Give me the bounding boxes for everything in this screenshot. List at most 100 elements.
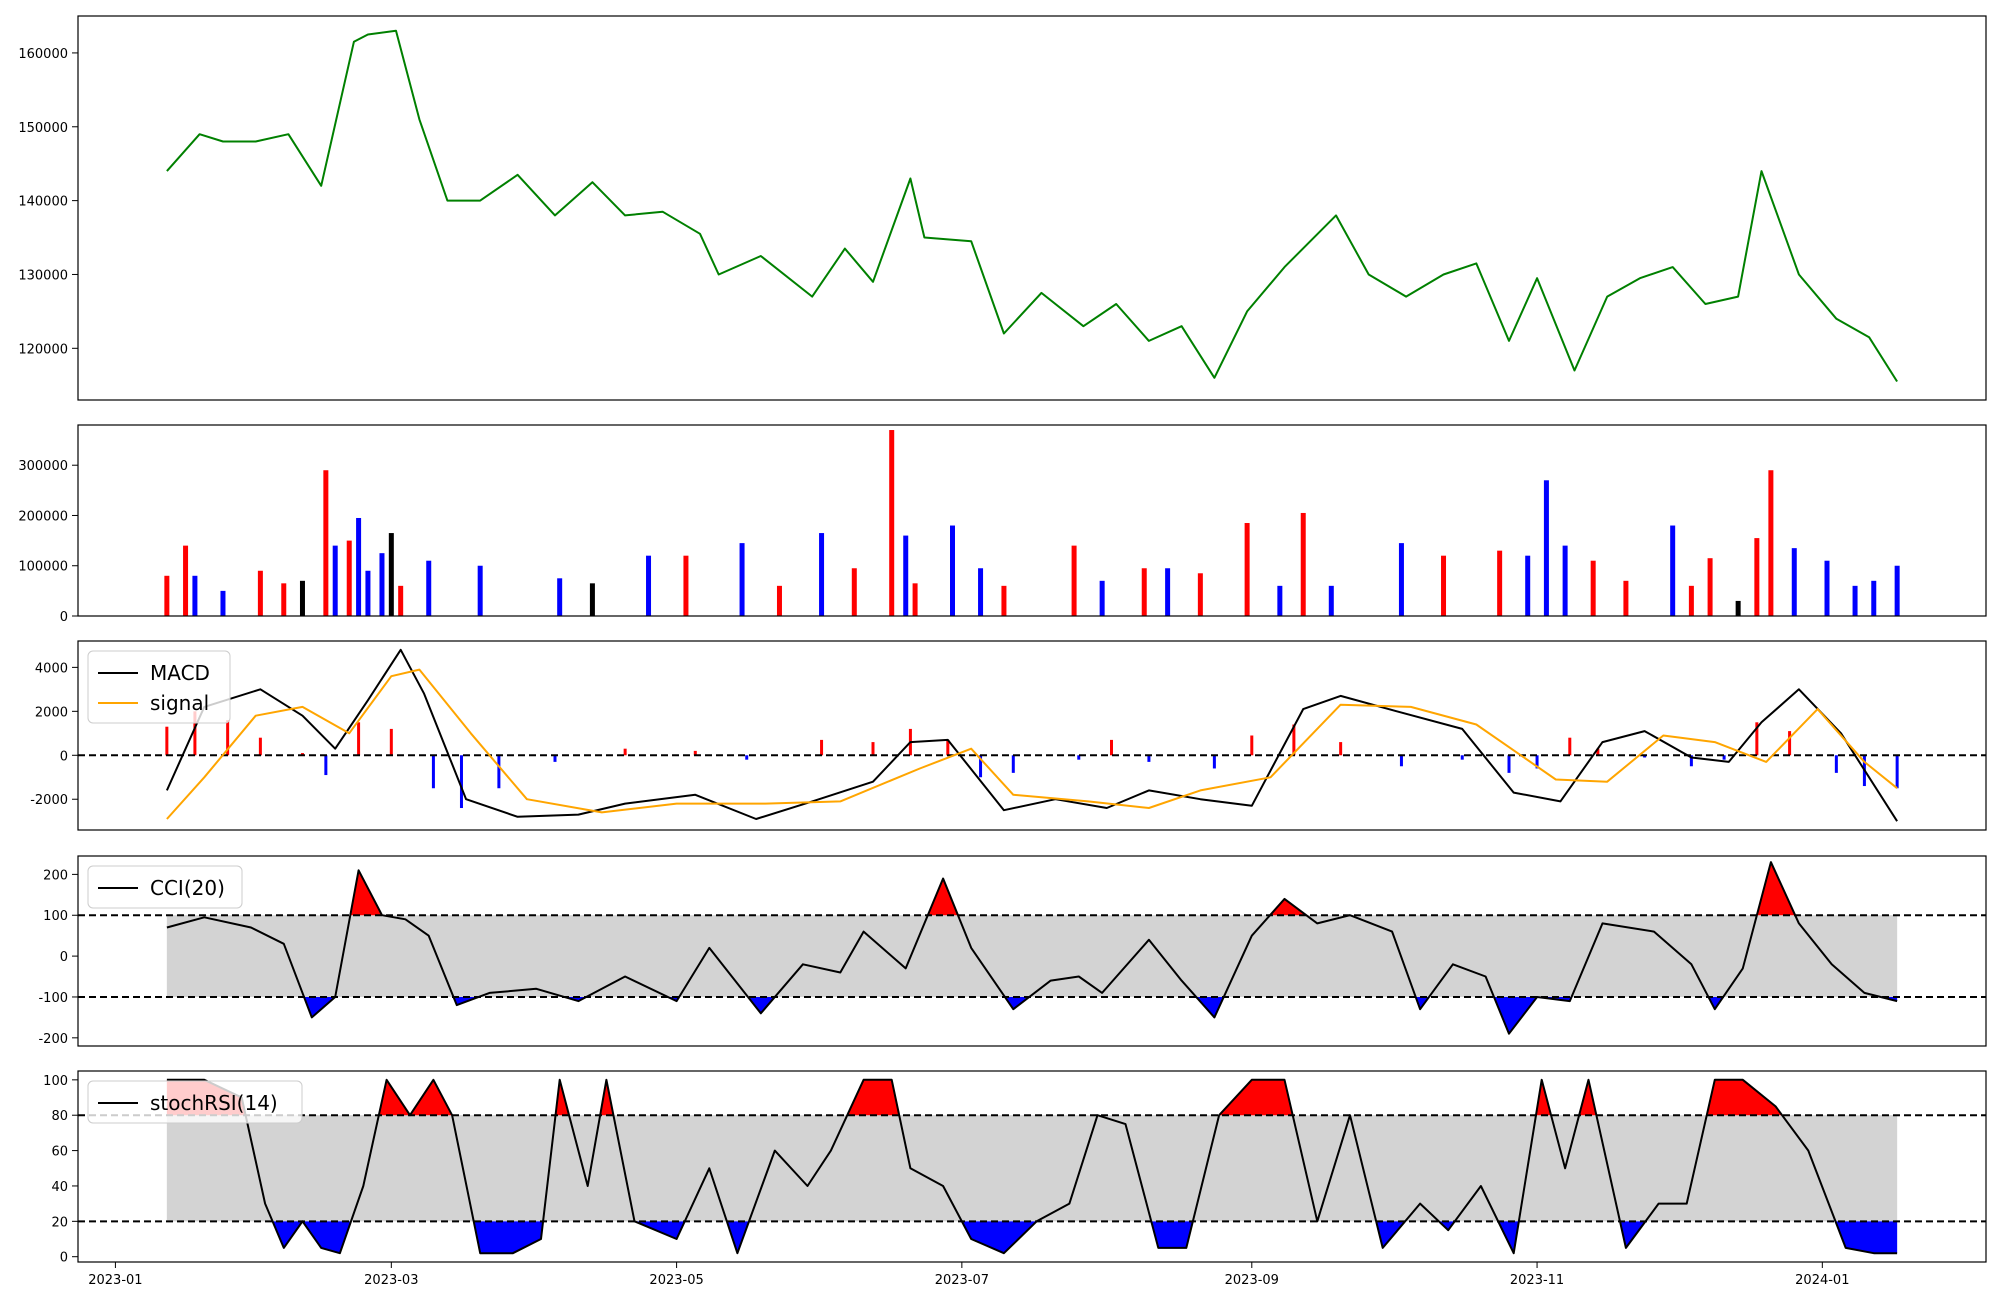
volume-bar xyxy=(1197,573,1203,616)
threshold-fill xyxy=(350,870,382,916)
volume-bar xyxy=(903,535,909,616)
macd-histogram-bar xyxy=(300,753,304,756)
volume-bar xyxy=(426,560,432,616)
y-tick-label: 130000 xyxy=(18,268,68,283)
volume-bar xyxy=(299,580,305,616)
y-tick-label: 20 xyxy=(51,1215,68,1230)
y-tick-label: 200 xyxy=(43,868,68,883)
macd-histogram-bar xyxy=(1788,731,1792,756)
legend-box xyxy=(87,650,231,724)
x-tick-label: 2023-09 xyxy=(1225,1273,1279,1288)
legend-box xyxy=(87,865,243,909)
macd-histogram-bar xyxy=(745,755,749,760)
axes-frame xyxy=(77,1070,1987,1263)
macd-histogram-bar xyxy=(1011,755,1015,773)
volume-bar xyxy=(1590,560,1596,616)
x-tick-label: 2023-03 xyxy=(364,1273,418,1288)
y-tick-label: 0 xyxy=(60,950,68,965)
volume-bar xyxy=(356,517,362,616)
macd-histogram-bar xyxy=(497,755,501,789)
volume-bar xyxy=(819,533,825,616)
macd-histogram-bar xyxy=(693,750,697,756)
threshold-fill xyxy=(927,878,959,916)
x-tick-label: 2023-05 xyxy=(649,1273,703,1288)
y-tick-label: 300000 xyxy=(18,459,68,474)
volume-bar xyxy=(1071,545,1077,616)
macd-histogram-bar xyxy=(226,720,230,756)
macd-histogram-bar xyxy=(258,737,262,756)
y-tick-label: 200000 xyxy=(18,509,68,524)
threshold-fill xyxy=(378,1079,453,1116)
threshold-fill xyxy=(600,1079,614,1116)
macd-histogram-bar xyxy=(193,711,197,756)
macd-histogram-bar xyxy=(553,755,557,762)
volume-bar xyxy=(1871,580,1877,616)
macd-histogram-bar xyxy=(1895,755,1899,789)
macd-histogram-bar xyxy=(820,739,824,756)
y-tick-label: 0 xyxy=(60,749,68,764)
stochrsi-line xyxy=(166,1078,1898,1255)
y-tick-label: 0 xyxy=(60,610,68,625)
volume-bar xyxy=(1398,543,1404,616)
y-tick-label: 0 xyxy=(60,1251,68,1266)
macd-histogram-bar xyxy=(1460,755,1464,760)
volume-bar xyxy=(912,583,918,616)
price-line xyxy=(166,29,1898,383)
macd-histogram-bar xyxy=(946,739,950,756)
volume-bar xyxy=(164,575,170,616)
macd-histogram-bar xyxy=(1507,755,1511,773)
macd-panel: -2000 0 2000 4000 MACD signal xyxy=(30,640,1987,831)
macd-histogram-bar xyxy=(871,742,875,756)
macd-histogram-bar xyxy=(1292,724,1296,756)
threshold-fill xyxy=(1004,996,1030,1010)
volume-bar xyxy=(1543,480,1549,616)
x-tick-label: 2023-07 xyxy=(935,1273,989,1288)
threshold-fill xyxy=(1151,1221,1193,1248)
legend-label: MACD xyxy=(150,661,210,685)
macd-histogram-bar xyxy=(357,722,361,756)
threshold-fill xyxy=(1706,1079,1783,1116)
volume-bar xyxy=(889,430,895,616)
neutral-band xyxy=(166,915,1898,997)
volume-bar xyxy=(1562,545,1568,616)
threshold-fill xyxy=(1620,1221,1646,1248)
threshold-fill xyxy=(1493,996,1572,1034)
volume-bar xyxy=(365,570,371,616)
volume-bar xyxy=(398,585,404,616)
macd-line xyxy=(165,648,1898,822)
volume-bar xyxy=(1623,580,1629,616)
neutral-band xyxy=(166,1115,1898,1222)
volume-bar xyxy=(851,568,857,616)
threshold-fill xyxy=(1438,1221,1455,1231)
threshold-fill xyxy=(1536,1079,1552,1116)
volume-bar xyxy=(739,543,745,616)
legend-label: CCI(20) xyxy=(150,876,225,900)
y-tick-label: -2000 xyxy=(30,793,68,808)
volume-bar xyxy=(1300,512,1306,616)
macd-histogram-bar xyxy=(1535,755,1539,769)
threshold-fill xyxy=(747,996,775,1014)
volume-bar xyxy=(1688,585,1694,616)
volume-bar xyxy=(220,590,226,616)
volume-bar xyxy=(1165,568,1171,616)
volume-bar xyxy=(1277,585,1283,616)
volume-bar xyxy=(323,470,329,616)
volume-bar xyxy=(589,583,595,616)
volume-bar xyxy=(1754,538,1760,616)
volume-bar xyxy=(950,525,955,616)
y-tick-label: 140000 xyxy=(18,195,68,210)
macd-histogram-bar xyxy=(1077,755,1081,760)
volume-bar xyxy=(1441,555,1447,616)
macd-histogram-bar xyxy=(1399,755,1403,767)
threshold-fill xyxy=(726,1221,749,1254)
volume-bar xyxy=(646,555,652,616)
macd-histogram-bar xyxy=(1755,722,1759,756)
volume-bar xyxy=(183,545,189,616)
y-tick-label: 160000 xyxy=(18,47,68,62)
macd-histogram-bar xyxy=(431,755,435,789)
volume-bar xyxy=(1328,585,1334,616)
y-tick-label: 80 xyxy=(51,1109,68,1124)
macd-histogram-bar xyxy=(1250,735,1254,756)
volume-bar xyxy=(281,583,287,616)
